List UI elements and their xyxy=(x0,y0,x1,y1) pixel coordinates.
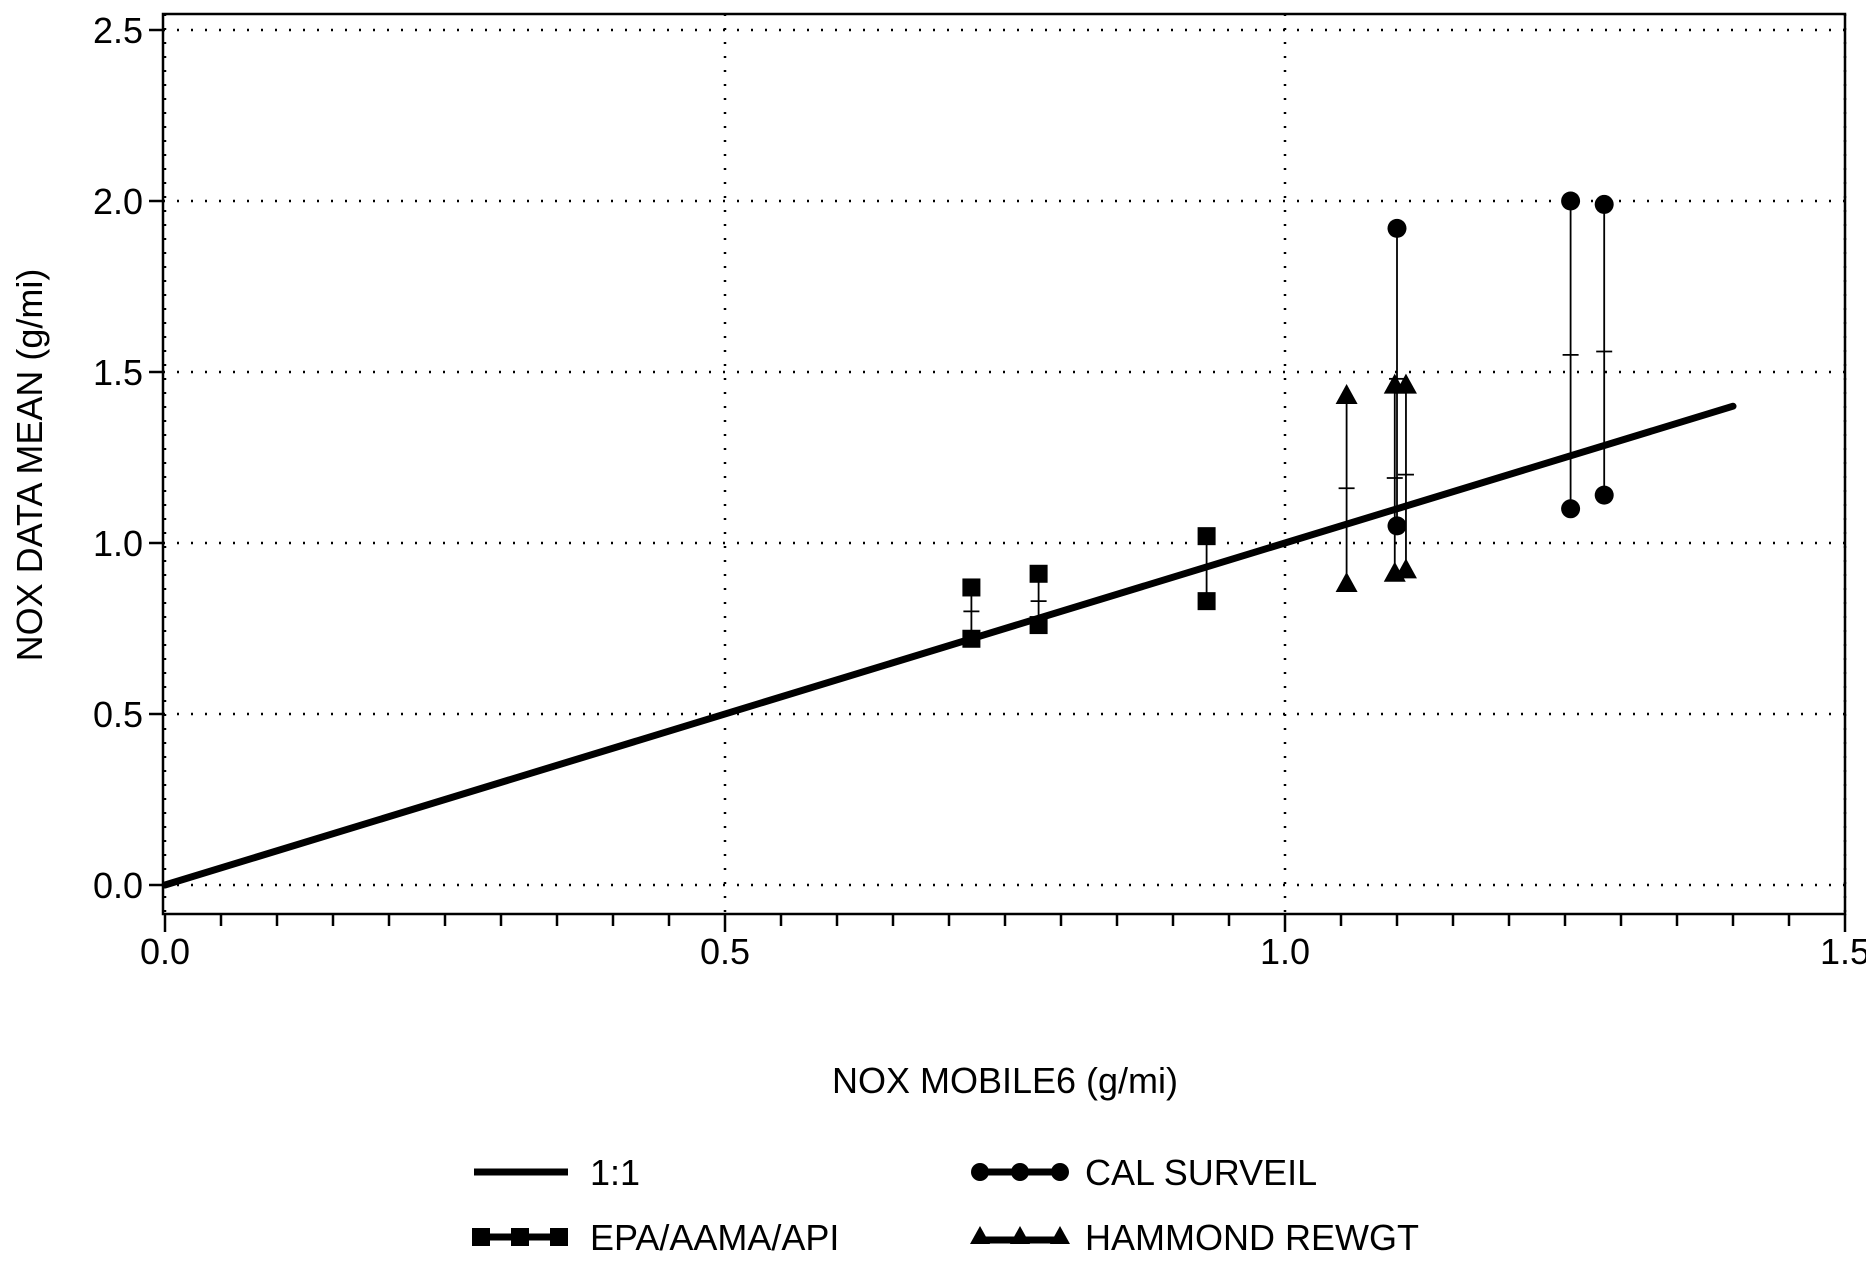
data-point-circle xyxy=(1387,516,1407,536)
y-tick-label: 1.0 xyxy=(93,523,143,564)
legend-label-epa-aama-api: EPA/AAMA/API xyxy=(590,1217,839,1258)
legend-label-cal-surveil: CAL SURVEIL xyxy=(1085,1152,1317,1193)
x-tick-label: 0.0 xyxy=(140,931,190,972)
legend-circle-marker xyxy=(1051,1163,1069,1181)
data-point-triangle xyxy=(1335,383,1358,404)
x-axis-title: NOX MOBILE6 (g/mi) xyxy=(832,1060,1178,1101)
legend-item-hammond-rewgt: HAMMOND REWGT xyxy=(970,1217,1419,1258)
x-tick-label: 1.5 xyxy=(1820,931,1866,972)
x-tick-label: 0.5 xyxy=(700,931,750,972)
legend-triangle-marker xyxy=(1050,1226,1070,1244)
series-square xyxy=(962,527,1216,648)
series-circle xyxy=(1387,191,1614,536)
legend-square-marker xyxy=(472,1228,490,1246)
data-point-square xyxy=(1197,527,1216,546)
data-point-square xyxy=(1197,592,1216,611)
data-point-triangle xyxy=(1394,373,1417,394)
y-tick-label: 0.5 xyxy=(93,694,143,735)
y-tick-label: 1.5 xyxy=(93,352,143,393)
legend-circle-marker xyxy=(1011,1163,1029,1181)
legend-circle-marker xyxy=(971,1163,989,1181)
legend-triangle-marker xyxy=(1010,1226,1030,1244)
one-to-one-line xyxy=(161,402,1737,889)
legend-label-1-1: 1:1 xyxy=(590,1152,640,1193)
data-point-triangle xyxy=(1335,572,1358,593)
legend-label-hammond-rewgt: HAMMOND REWGT xyxy=(1085,1217,1419,1258)
y-tick-label: 0.0 xyxy=(93,865,143,906)
legend-square-marker xyxy=(511,1228,529,1246)
data-point-square xyxy=(1029,564,1048,583)
y-axis-title: NOX DATA MEAN (g/mi) xyxy=(9,269,50,662)
x-axis: 0.0 0.5 1.0 1.5 xyxy=(140,914,1866,972)
reference-line-1-1 xyxy=(161,402,1737,889)
x-tick-label: 1.0 xyxy=(1260,931,1310,972)
legend-item-epa-aama-api: EPA/AAMA/API xyxy=(472,1217,839,1258)
data-point-circle xyxy=(1387,218,1407,238)
legend-item-1-1: 1:1 xyxy=(474,1152,640,1193)
data-point-circle xyxy=(1594,485,1614,505)
data-point-square xyxy=(962,629,981,648)
data-point-square xyxy=(962,578,981,597)
data-point-triangle xyxy=(1394,558,1417,579)
series-triangle xyxy=(1335,373,1417,593)
legend-square-marker xyxy=(550,1228,568,1246)
legend-triangle-marker xyxy=(970,1226,990,1244)
y-tick-label: 2.5 xyxy=(93,10,143,51)
data-point-circle xyxy=(1594,194,1614,214)
data-point-circle xyxy=(1561,499,1581,519)
y-tick-label: 2.0 xyxy=(93,181,143,222)
plot-frame xyxy=(161,12,1847,916)
y-axis: 0.0 0.5 1.0 1.5 2.0 2.5 xyxy=(93,10,163,906)
series-group xyxy=(962,191,1614,648)
data-point-square xyxy=(1029,616,1048,635)
grid xyxy=(163,14,1847,914)
legend: 1:1 CAL SURVEIL EPA/AAMA/API HAMMOND REW… xyxy=(472,1152,1419,1258)
legend-item-cal-surveil: CAL SURVEIL xyxy=(971,1152,1317,1193)
plot-border xyxy=(161,12,1847,916)
data-point-circle xyxy=(1561,191,1581,211)
